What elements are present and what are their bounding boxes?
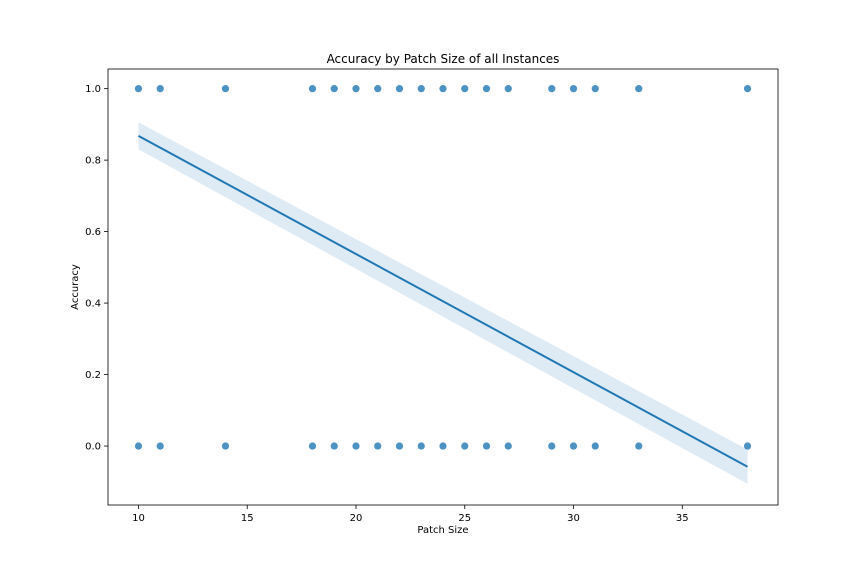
y-tick-label: 1.0 [85,84,101,95]
y-tick-label: 0.8 [85,156,101,167]
data-point [330,442,338,450]
axes-frame [107,68,779,506]
y-axis-ticks: 0.0 0.2 0.4 0.6 0.8 1.0 [85,84,108,453]
confidence-band [138,122,748,484]
data-point [569,442,578,450]
x-axis-ticks: 10 15 20 25 30 35 [132,505,689,524]
data-point [591,442,599,450]
data-point [743,442,752,450]
data-point [134,85,143,93]
plot-area [107,68,779,506]
x-tick-label: 20 [350,513,363,524]
points-layer [134,85,752,450]
data-point [374,442,382,450]
data-point [308,85,317,93]
data-point [569,85,578,93]
data-point [395,442,404,450]
x-tick-label: 10 [132,513,145,524]
x-tick-label: 30 [567,513,580,524]
data-point [548,85,556,93]
data-point [156,85,164,93]
data-point [308,442,317,450]
chart-title: Accuracy by Patch Size of all Instances [327,52,560,66]
data-point [635,85,643,93]
data-point [461,85,469,93]
data-point [374,85,382,93]
y-tick-label: 0.2 [85,370,101,381]
data-point [156,442,164,450]
data-point [439,442,447,450]
data-point [395,85,404,93]
x-axis-label: Patch Size [417,525,468,536]
data-point [330,85,338,93]
regression-line [137,134,749,468]
data-point [221,85,230,93]
data-point [743,85,752,93]
data-point [352,85,360,93]
data-point [461,442,469,450]
data-point [548,442,556,450]
x-tick-label: 35 [676,513,689,524]
y-tick-label: 0.0 [85,442,101,453]
y-tick-label: 0.4 [85,299,101,310]
data-point [635,442,643,450]
data-point [134,442,143,450]
x-tick-label: 15 [241,513,254,524]
data-point [504,442,512,450]
data-point [221,442,230,450]
confidence-band-layer [138,122,748,484]
regression-line-layer [137,134,749,468]
y-axis-label: Accuracy [70,264,81,310]
data-point [504,85,512,93]
data-point [482,85,491,93]
axes-background [108,69,778,505]
data-point [417,85,425,93]
data-point [482,442,491,450]
data-point [591,85,599,93]
data-point [439,85,447,93]
y-tick-label: 0.6 [85,227,101,238]
data-point [352,442,360,450]
x-tick-label: 25 [458,513,471,524]
data-point [417,442,425,450]
